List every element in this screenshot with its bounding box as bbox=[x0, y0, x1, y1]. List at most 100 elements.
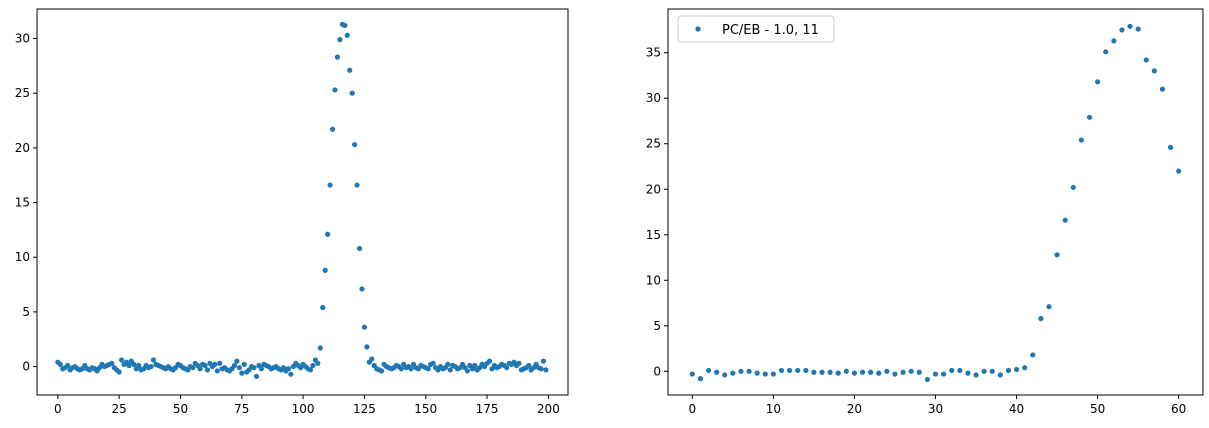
y-tick-label: 30 bbox=[646, 91, 661, 105]
x-tick-label: 0 bbox=[54, 402, 62, 416]
data-point bbox=[516, 360, 522, 366]
data-point bbox=[285, 366, 291, 372]
data-point bbox=[957, 367, 963, 374]
data-point bbox=[730, 370, 736, 376]
data-point bbox=[924, 376, 930, 383]
data-point bbox=[1030, 352, 1036, 358]
data-point bbox=[472, 362, 478, 369]
data-point bbox=[965, 370, 971, 376]
data-point bbox=[868, 369, 874, 375]
y-tick-label: 15 bbox=[646, 228, 661, 242]
data-point bbox=[851, 370, 858, 376]
data-point bbox=[916, 369, 922, 375]
y-tick-label: 10 bbox=[15, 250, 30, 264]
data-point bbox=[190, 365, 196, 371]
data-point bbox=[231, 362, 238, 369]
data-point bbox=[884, 368, 890, 374]
data-point bbox=[288, 371, 294, 377]
data-point bbox=[1070, 184, 1076, 191]
data-point bbox=[320, 304, 326, 311]
data-point bbox=[359, 286, 365, 292]
data-point bbox=[689, 371, 695, 377]
data-point bbox=[1078, 137, 1085, 143]
x-tick-label: 200 bbox=[537, 402, 560, 416]
data-point bbox=[369, 356, 375, 362]
x-tick-label: 150 bbox=[414, 402, 437, 416]
y-tick-label: 30 bbox=[15, 32, 30, 46]
y-tick-label: 0 bbox=[653, 364, 661, 378]
data-point bbox=[131, 361, 137, 367]
data-point bbox=[778, 367, 785, 374]
x-tick-label: 30 bbox=[928, 402, 943, 416]
data-point bbox=[811, 369, 817, 375]
y-tick-label: 25 bbox=[646, 137, 661, 151]
data-point bbox=[356, 245, 363, 252]
data-point bbox=[746, 368, 752, 374]
data-point bbox=[325, 231, 331, 237]
data-point bbox=[378, 368, 385, 374]
y-tick-label: 25 bbox=[15, 86, 30, 100]
data-point bbox=[1046, 304, 1052, 310]
data-point bbox=[364, 344, 370, 350]
data-point bbox=[827, 369, 833, 375]
data-point bbox=[253, 373, 260, 380]
data-point bbox=[214, 368, 220, 374]
data-point bbox=[307, 367, 314, 373]
x-tick-label: 75 bbox=[234, 402, 249, 416]
plot-frame bbox=[36, 8, 569, 396]
data-point bbox=[239, 370, 245, 376]
data-point bbox=[908, 368, 914, 374]
data-point bbox=[714, 369, 720, 375]
data-point bbox=[197, 366, 203, 372]
data-point bbox=[349, 90, 355, 96]
y-tick-label: 20 bbox=[15, 141, 30, 155]
data-point bbox=[347, 67, 353, 73]
data-point bbox=[398, 366, 404, 372]
data-point bbox=[1135, 26, 1141, 32]
data-point bbox=[332, 87, 338, 93]
data-point bbox=[1054, 252, 1060, 258]
data-point bbox=[1038, 315, 1044, 322]
legend bbox=[677, 15, 835, 43]
x-tick-label: 20 bbox=[847, 402, 862, 416]
data-point bbox=[241, 361, 247, 367]
data-point bbox=[1119, 27, 1125, 33]
data-point bbox=[310, 362, 316, 369]
data-point bbox=[430, 360, 436, 366]
data-point bbox=[1013, 366, 1020, 373]
chart-left: 0 25 50 75 100 125 150 175 200 0 5 10 15 20 25 30 bbox=[15, 8, 569, 416]
y-tick-label: 5 bbox=[22, 305, 30, 319]
data-point bbox=[900, 369, 906, 375]
data-point bbox=[148, 363, 154, 370]
data-point bbox=[352, 141, 358, 148]
data-point bbox=[486, 358, 493, 364]
y-tick-label: 15 bbox=[15, 196, 30, 210]
data-point bbox=[204, 367, 211, 373]
data-point bbox=[445, 361, 451, 367]
x-tick-label: 125 bbox=[353, 402, 376, 416]
data-point bbox=[258, 366, 265, 372]
data-point bbox=[1176, 168, 1182, 174]
data-point bbox=[202, 362, 208, 369]
data-point bbox=[150, 357, 157, 363]
y-tick-label: 0 bbox=[22, 360, 30, 374]
data-point bbox=[136, 362, 142, 369]
data-point bbox=[315, 360, 321, 366]
data-point bbox=[447, 367, 453, 373]
data-point bbox=[212, 361, 218, 367]
data-point bbox=[738, 368, 744, 374]
data-point bbox=[892, 371, 898, 377]
data-point bbox=[1062, 217, 1068, 223]
data-point bbox=[425, 366, 431, 372]
x-tick-label: 10 bbox=[766, 402, 781, 416]
y-tick-label: 20 bbox=[646, 182, 661, 196]
data-point bbox=[361, 324, 368, 330]
data-point bbox=[65, 362, 71, 369]
plot-frame bbox=[667, 8, 1204, 396]
data-point bbox=[843, 368, 849, 374]
chart-right: 0 10 20 30 40 50 60 0 5 10 15 20 25 30 35 PC/EB - 1.0, … bbox=[646, 8, 1204, 416]
data-point bbox=[464, 368, 471, 374]
data-point bbox=[770, 371, 776, 377]
data-point bbox=[1095, 79, 1101, 85]
